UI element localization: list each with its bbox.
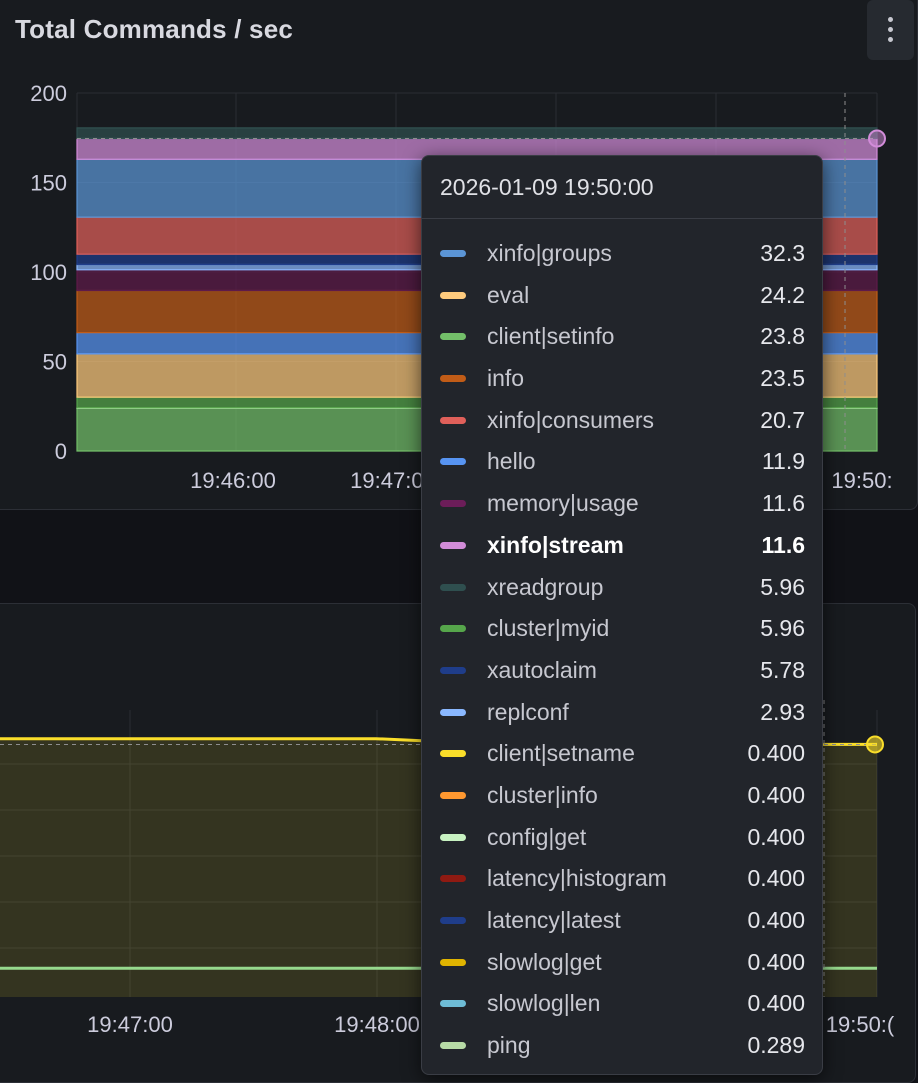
tooltip-series-name: xautoclaim: [487, 656, 597, 683]
series-color-swatch: [440, 875, 466, 883]
y-tick-label: 100: [30, 260, 67, 285]
tooltip-series-value: 5.96: [760, 573, 805, 600]
x-tick-label: 19:50:: [831, 468, 892, 493]
tooltip-row: xinfo|stream 11.6: [422, 525, 822, 567]
series-color-swatch: [440, 708, 466, 716]
series-color-swatch: [440, 750, 466, 758]
tooltip-series-name: memory|usage: [487, 490, 639, 517]
tooltip-row: replconf 2.93: [422, 692, 822, 734]
tooltip-series-value: 11.6: [761, 490, 805, 517]
tooltip-row: client|setinfo 23.8: [422, 316, 822, 358]
tooltip-series-value: 5.96: [760, 615, 805, 642]
tooltip-series-value: 32.3: [760, 240, 805, 266]
x-tick-label: 19:47:00: [87, 1012, 173, 1037]
tooltip-series-value: 0.400: [747, 907, 805, 933]
tooltip-series-value: 20.7: [760, 406, 805, 433]
series-color-swatch: [440, 416, 466, 424]
tooltip-row: hello 11.9: [422, 441, 822, 483]
tooltip-series-value: 0.400: [747, 948, 805, 975]
tooltip-series-value: 0.400: [747, 990, 805, 1017]
tooltip-series-value: 5.78: [760, 656, 805, 683]
hover-point: [866, 735, 884, 754]
series-color-swatch: [440, 333, 466, 341]
tooltip-series-name: latency|histogram: [487, 865, 667, 892]
tooltip-series-name: xinfo|stream: [487, 531, 624, 558]
x-tick-label: 19:50:(: [826, 1012, 895, 1037]
y-tick-label: 0: [55, 439, 67, 464]
tooltip-row: xreadgroup 5.96: [422, 567, 822, 609]
tooltip-series-name: latency|latest: [487, 907, 621, 933]
series-color-swatch: [440, 666, 466, 674]
y-tick-label: 150: [30, 171, 67, 196]
series-color-swatch: [440, 791, 466, 799]
tooltip-row: slowlog|get 0.400: [422, 942, 822, 984]
series-color-swatch: [440, 958, 466, 966]
series-color-swatch: [440, 500, 466, 508]
tooltip-series-value: 2.93: [760, 698, 805, 725]
kebab-menu-icon[interactable]: [867, 0, 914, 60]
tooltip-series-value: 0.289: [747, 1032, 805, 1059]
tooltip-series-name: cluster|info: [487, 781, 598, 808]
tooltip-row: info 23.5: [422, 358, 822, 400]
tooltip-series-name: xinfo|consumers: [487, 406, 655, 433]
panel-title: Total Commands / sec: [15, 14, 294, 44]
tooltip-series-value: 24.2: [760, 281, 805, 308]
series-color-swatch: [440, 833, 466, 841]
tooltip-series-value: 0.400: [747, 865, 805, 892]
tooltip-series-name: cluster|myid: [487, 615, 610, 642]
tooltip-series-value: 11.6: [761, 531, 806, 558]
tooltip-row: cluster|myid 5.96: [422, 608, 822, 650]
tooltip-series-value: 23.8: [760, 323, 805, 350]
tooltip-series-name: xreadgroup: [487, 573, 604, 600]
hover-point: [868, 129, 886, 148]
y-tick-label: 50: [43, 350, 67, 375]
series-color-swatch: [440, 291, 466, 299]
series-color-swatch: [440, 250, 466, 257]
series-color-swatch: [440, 541, 466, 549]
series-color-swatch: [440, 917, 466, 924]
tooltip-row: config|get 0.400: [422, 817, 822, 859]
tooltip-series-value: 11.9: [761, 448, 805, 475]
tooltip-series-name: ping: [487, 1032, 531, 1059]
tooltip-row: latency|histogram 0.400: [422, 858, 822, 900]
series-color-swatch: [440, 1042, 466, 1050]
series-color-swatch: [440, 458, 466, 466]
tooltip-series-name: hello: [487, 448, 536, 475]
series-color-swatch: [440, 625, 466, 633]
tooltip-time: 2026-01-09 19:50:00: [422, 156, 822, 219]
tooltip-series-name: slowlog|len: [487, 990, 601, 1017]
x-tick-label: 19:46:00: [190, 468, 276, 493]
tooltip-series-name: xinfo|groups: [487, 240, 612, 266]
series-color-swatch: [440, 1000, 466, 1008]
tooltip-row: latency|latest 0.400: [422, 900, 822, 942]
tooltip-rows: xinfo|groups 32.3 eval 24.2 client|setinfo 23…: [422, 219, 822, 1067]
tooltip-series-value: 0.400: [747, 823, 805, 850]
tooltip-series-name: client|setinfo: [487, 323, 615, 350]
tooltip-series-value: 0.400: [747, 781, 805, 808]
tooltip-series-name: client|setname: [487, 740, 635, 767]
tooltip-series-name: replconf: [487, 698, 569, 725]
tooltip-row: slowlog|len 0.400: [422, 983, 822, 1025]
tooltip-row: ping 0.289: [422, 1025, 822, 1067]
tooltip-series-name: config|get: [487, 823, 587, 850]
series-color-swatch: [440, 375, 466, 383]
tooltip-row: xinfo|consumers 20.7: [422, 400, 822, 442]
tooltip-series-name: eval: [487, 281, 530, 308]
tooltip-row: cluster|info 0.400: [422, 775, 822, 817]
tooltip-series-value: 23.5: [760, 365, 805, 392]
y-tick-label: 200: [30, 81, 67, 106]
x-tick-label: 19:48:00: [334, 1012, 420, 1037]
tooltip-row: eval 24.2: [422, 275, 822, 317]
tooltip-series-value: 0.400: [747, 740, 805, 767]
tooltip-row: xautoclaim 5.78: [422, 650, 822, 692]
tooltip-row: memory|usage 11.6: [422, 483, 822, 525]
tooltip-row: client|setname 0.400: [422, 733, 822, 775]
series-color-swatch: [440, 583, 466, 591]
tooltip-series-name: info: [487, 365, 525, 392]
tooltip-series-name: slowlog|get: [487, 948, 602, 975]
tooltip-row: xinfo|groups 32.3: [422, 233, 822, 275]
hover-tooltip: 2026-01-09 19:50:00 xinfo|groups 32.3 eval…: [421, 155, 823, 1075]
